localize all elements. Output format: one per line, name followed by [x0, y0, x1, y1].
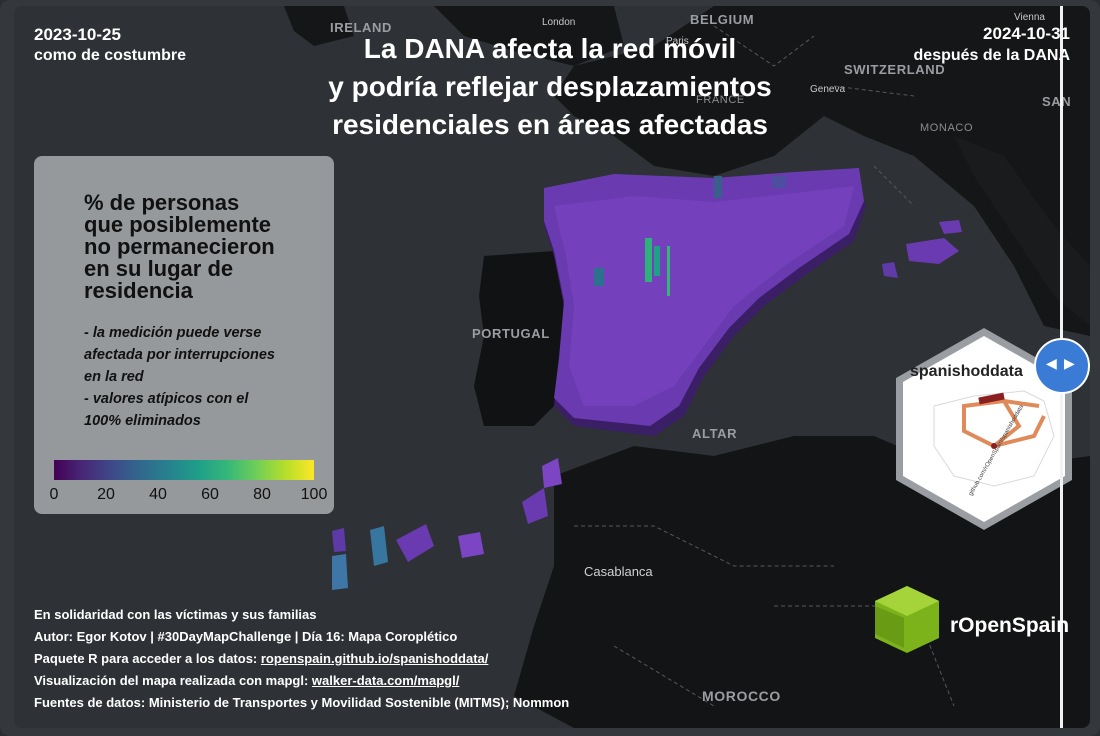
land-africa: [514, 436, 1090, 728]
hex-badge-name: spanishoddata: [910, 363, 1023, 380]
label-gibraltar: ALTAR: [692, 426, 738, 441]
spike-madrid-1: [645, 238, 652, 282]
land-europe: [554, 6, 1090, 336]
legend-note: - la medición puede verse afectada por i…: [84, 322, 314, 432]
legend-note-line: - valores atípicos con el: [84, 391, 249, 407]
title-line-1: La DANA afecta la red móvil: [363, 33, 737, 64]
package-link[interactable]: ropenspain.github.io/spanishoddata/: [260, 651, 489, 666]
tick-label: 40: [149, 486, 167, 503]
label-london: London: [542, 17, 576, 28]
credit-package-prefix: Paquete R para acceder a los datos:: [34, 651, 261, 666]
label-san: SAN: [1042, 94, 1072, 109]
label-portugal: PORTUGAL: [472, 326, 550, 341]
credit-mapgl-prefix: Visualización del mapa realizada con map…: [34, 673, 312, 688]
right-label: después de la DANA: [913, 47, 1070, 64]
legend-note-line: 100% eliminados: [84, 413, 201, 429]
hex-badge: [903, 336, 1065, 522]
credits-block: En solidaridad con las víctimas y sus fa…: [34, 604, 569, 714]
tick-label: 20: [97, 486, 115, 503]
title-line-2: y podría reflejar desplazamientos: [328, 71, 772, 102]
right-date: 2024-10-31: [983, 24, 1070, 43]
label-france: FRANCE: [696, 94, 745, 106]
label-switzerland: SWITZERLAND: [844, 62, 946, 77]
label-ireland: IRELAND: [330, 20, 392, 35]
legend-title: % de personas que posiblemente no perman…: [84, 192, 314, 302]
legend-note-line: afectada por interrupciones: [84, 347, 275, 363]
label-morocco: MOROCCO: [702, 688, 781, 704]
legend-title-line: % de personas: [84, 190, 240, 215]
credit-solidarity: En solidaridad con las víctimas y sus fa…: [34, 607, 317, 622]
color-scale: [54, 460, 314, 480]
label-vienna: Vienna: [1014, 12, 1045, 23]
land-britain: [434, 6, 624, 66]
left-label: como de costumbre: [34, 47, 187, 64]
label-casablanca: Casablanca: [584, 564, 653, 579]
map-canvas[interactable]: IRELAND London BELGIUM Vienna Paris SWIT…: [14, 6, 1090, 728]
credit-package: Paquete R para acceder a los datos: rope…: [34, 648, 569, 670]
compare-slider-icon[interactable]: ◀ ▶: [1034, 338, 1090, 394]
island-mallorca: [906, 238, 959, 264]
legend-title-line: residencia: [84, 278, 193, 303]
legend-title-line: no permanecieron: [84, 234, 275, 259]
tick-label: 0: [49, 486, 59, 503]
label-monaco: MONACO: [920, 122, 974, 134]
page-title: La DANA afecta la red móvil y podría ref…: [280, 30, 820, 144]
brand-name: rOpenSpain: [950, 614, 1070, 637]
tick-label: 100: [300, 486, 328, 503]
island-canary-1: [332, 528, 346, 552]
arrow-right-icon: ▶: [1064, 356, 1075, 372]
label-belgium: BELGIUM: [690, 12, 755, 27]
label-paris: Paris: [666, 36, 689, 47]
arrow-left-icon: ◀: [1046, 356, 1057, 372]
land-ireland: [284, 6, 354, 46]
legend-note-line: en la red: [84, 369, 144, 385]
legend-title-line: que posiblemente: [84, 212, 272, 237]
legend-title-line: en su lugar de: [84, 256, 234, 281]
credit-sources: Fuentes de datos: Ministerio de Transpor…: [34, 695, 570, 710]
left-date: 2023-10-25: [34, 25, 121, 44]
mapgl-link[interactable]: walker-data.com/mapgl/: [311, 673, 460, 688]
tick-label: 60: [201, 486, 219, 503]
land-portugal: [474, 251, 564, 426]
credit-mapgl: Visualización del mapa realizada con map…: [34, 670, 569, 692]
title-line-3: residenciales en áreas afectadas: [332, 109, 768, 140]
credit-author: Autor: Egor Kotov | #30DayMapChallenge |…: [34, 629, 458, 644]
legend-panel: % de personas que posiblemente no perman…: [34, 156, 334, 514]
legend-note-line: - la medición puede verse: [84, 325, 262, 341]
tick-label: 80: [253, 486, 271, 503]
label-geneva: Geneva: [810, 84, 846, 95]
basemap: [14, 6, 1090, 728]
